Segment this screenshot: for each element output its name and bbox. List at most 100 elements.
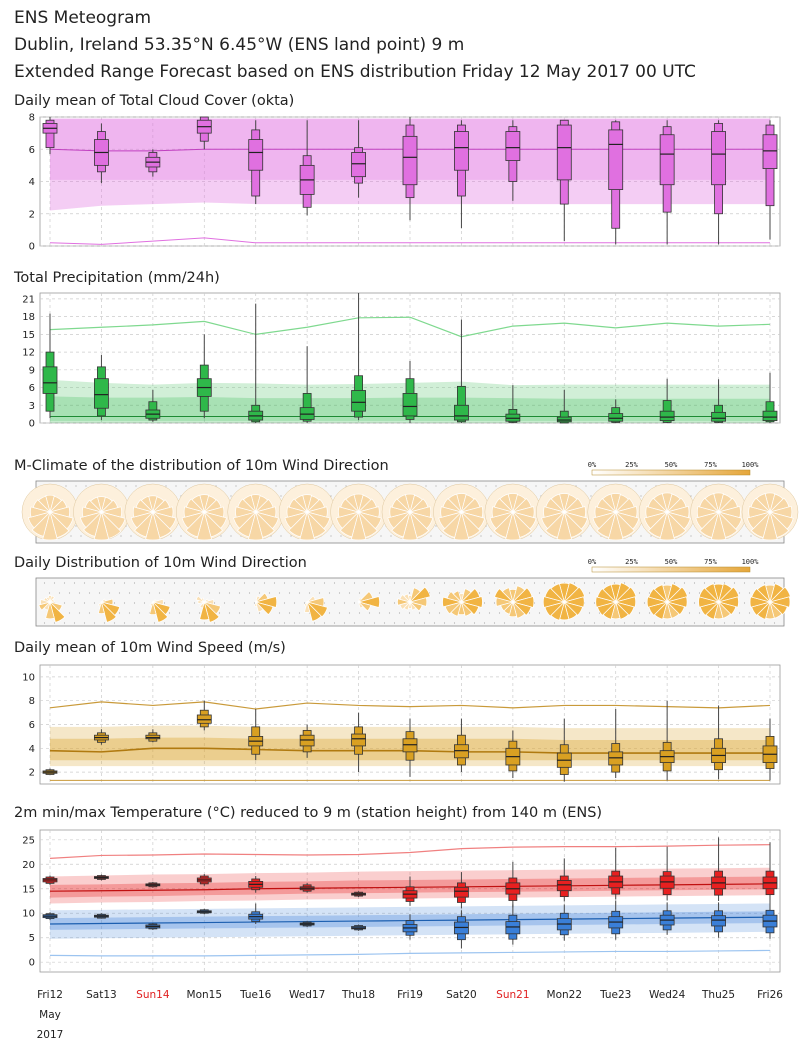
daily-wind-rose-sector [49,600,66,623]
daily-wind-dot [478,592,481,594]
daily-wind-dot [228,592,231,594]
daily-wind-rose-sector [152,600,169,623]
daily-wind-dot [298,612,301,614]
daily-wind-dot [48,592,51,594]
mclimate-wind-dot [125,485,127,487]
mclimate-wind-dot [635,485,637,487]
daily-wind-dot [503,582,506,584]
daily-wind-dot [383,602,386,604]
daily-wind-dot [263,582,266,584]
daily-wind-dot [133,602,136,604]
daily-wind-dot [663,622,666,624]
daily-wind-dot [443,582,446,584]
mclimate-wind-rose-sector [389,506,412,518]
daily-wind-dot [463,582,466,584]
daily-wind-dot [333,622,336,624]
mclimate-wind-rose-sector [242,494,257,514]
header-line-3: Extended Range Forecast based on ENS dis… [14,62,696,82]
daily-wind-dot [63,602,66,604]
mclimate-wind-dot [80,535,82,537]
daily-wind-dot [183,582,186,584]
daily-wind-rose-sector [254,600,258,607]
daily-wind-dot [763,622,766,624]
precip-box-inner [351,390,366,412]
daily-wind-dot [318,592,321,594]
daily-wind-rose-sector [195,595,206,603]
daily-wind-dot [78,592,81,594]
daily-wind-dot [613,582,616,584]
y-tick-label: 12 [22,348,35,359]
y-tick-label: 6 [29,720,35,731]
precip-box-inner [402,393,418,417]
mclimate-wind-rose-sector [135,499,155,513]
daily-wind-dot [163,602,166,604]
daily-wind-rose-sector [768,586,791,603]
mclimate-wind-dot [545,485,547,487]
daily-wind-rose-sector [255,600,264,613]
cloud-box-inner [556,124,572,181]
mclimate-wind-rose-sector [710,510,727,541]
daily-wind-rose-sector [751,588,772,603]
day-label-fri19: Fri19 [397,989,423,1001]
mclimate-wind-rose-sector [30,506,52,518]
mclimate-wind-dot [480,535,482,537]
y-tick-label: 2 [29,209,35,220]
daily-wind-rose-sector [97,600,103,607]
day-label-sat20: Sat20 [446,989,477,1001]
daily-wind-dot [393,582,396,584]
daily-wind-dot [288,592,291,594]
daily-wind-dot [268,592,271,594]
daily-wind-dot [243,582,246,584]
mclimate-wind-dot [540,535,542,537]
daily-wind-dot [133,582,136,584]
daily-wind-dot [613,622,616,624]
daily-wind-dot [193,582,196,584]
precip-box-inner [659,410,675,422]
mclimate-wind-rose-sector [90,496,103,514]
daily-wind-rose-sector [614,601,635,616]
daily-wind-rose-sector [357,601,372,612]
mclimate-wind-dot [690,495,692,497]
mclimate-wind-dot [445,485,447,487]
daily-wind-dot [293,622,296,624]
mclimate-wind-dot [640,535,642,537]
daily-wind-dot [638,592,641,594]
mclimate-wind-dot [170,535,172,537]
daily-wind-dot [513,622,516,624]
daily-wind-dot [183,622,186,624]
daily-wind-dot [433,602,436,604]
daily-wind-dot [168,612,171,614]
day-label-mon15: Mon15 [187,989,223,1001]
mclimate-wind-dot [220,535,222,537]
daily-wind-dot [303,582,306,584]
daily-wind-dot [733,622,736,624]
daily-wind-dot [348,592,351,594]
mclimate-wind-rose-sector [132,506,155,518]
daily-wind-dot [348,612,351,614]
mclimate-wind-dot [275,485,277,487]
daily-wind-dot [563,622,566,624]
daily-wind-dot [123,622,126,624]
mclimate-wind-rose-sector [339,510,360,538]
daily-wind-rose-sector [200,597,205,604]
cloud-box-inner [711,131,726,186]
mclimate-wind-rose-sector [396,494,411,514]
daily-wind-dot [118,592,121,594]
mclimate-wind-rose-sector [183,506,206,518]
mclimate-wind-dot [695,485,697,487]
mclimate-wind-dot [340,535,342,537]
daily-wind-dot [363,622,366,624]
mclimate-wind-dot [750,535,752,537]
daily-wind-legend-label: 50% [665,558,678,566]
y-tick-label: 5 [29,933,35,944]
year-label: 2017 [37,1029,64,1041]
daily-wind-dot [698,612,701,614]
mclimate-wind-rose-sector [643,511,669,530]
daily-wind-dot [113,582,116,584]
mclimate-wind-dot [390,535,392,537]
daily-wind-rose-sector [100,600,117,623]
daily-wind-dot [228,612,231,614]
daily-wind-dot [353,622,356,624]
daily-wind-dot [673,622,676,624]
mclimate-wind-rose-sector [350,510,367,541]
